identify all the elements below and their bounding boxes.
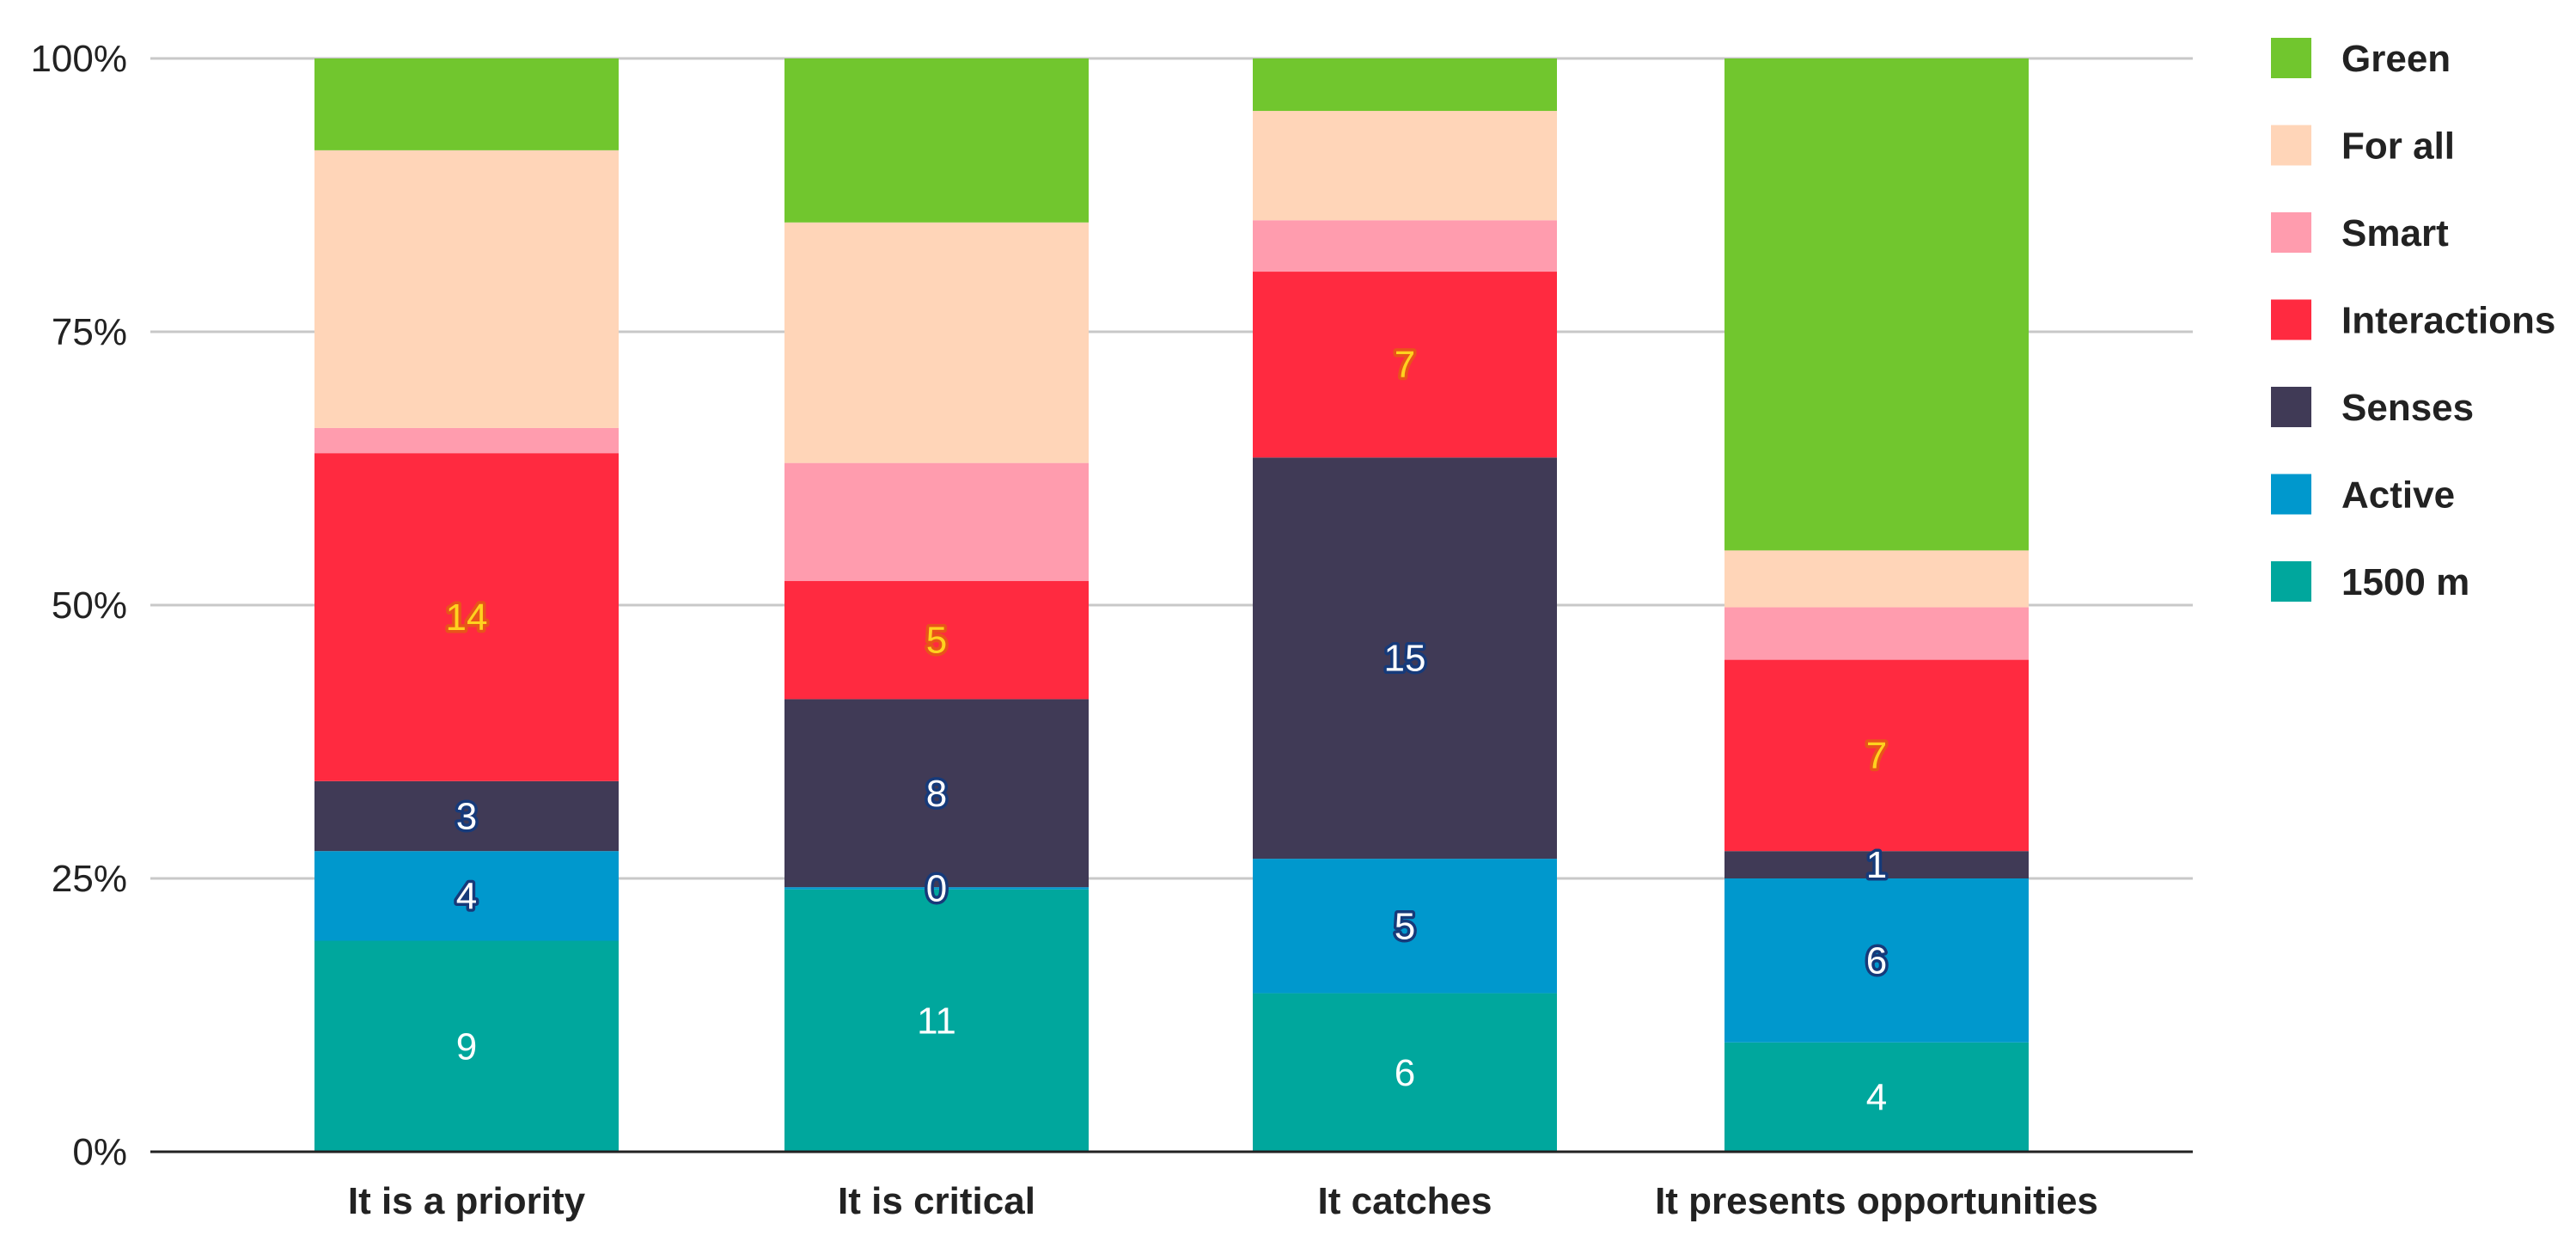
bar-segment-1500-m-it-is-a-priority xyxy=(314,940,619,1152)
legend-label-senses: Senses xyxy=(2341,387,2474,429)
data-label-1500-m-it-is-a-priority: 9 xyxy=(456,1025,477,1068)
y-tick-label: 25% xyxy=(52,858,127,900)
legend-swatch-for-all xyxy=(2271,125,2311,166)
data-label-interactions-it-is-a-priority: 14 xyxy=(446,597,488,639)
x-tick-label-it-is-critical: It is critical xyxy=(838,1180,1035,1222)
data-label-interactions-it-catches: 7 xyxy=(1395,344,1415,386)
legend-label-active: Active xyxy=(2341,474,2455,517)
data-label-senses-it-is-a-priority: 3 xyxy=(456,795,477,837)
x-axis-ticks: It is a priority It is critical It catches… xyxy=(348,1180,2098,1222)
legend-item-interactions: Interactions xyxy=(2271,299,2555,342)
bar-segment-1500-m-it-presents-opportunities xyxy=(1724,1042,2029,1152)
bar-segment-smart-it-is-critical xyxy=(784,462,1089,582)
bar-segment-interactions-it-is-a-priority xyxy=(314,453,619,781)
data-label-senses-it-is-critical: 8 xyxy=(926,773,947,815)
legend-swatch-1500-m xyxy=(2271,561,2311,602)
bar-segment-senses-it-presents-opportunities xyxy=(1724,851,2029,878)
bar-segment-senses-it-is-critical xyxy=(784,699,1089,888)
legend-item-active: Active xyxy=(2271,474,2455,517)
y-tick-label: 50% xyxy=(52,584,127,627)
data-labels: 9 4 3 14 11 0 8 5 6 5 15 7 4 6 1 7 xyxy=(443,341,1890,1119)
legend-swatch-smart xyxy=(2271,212,2311,253)
x-tick-label-it-catches: It catches xyxy=(1318,1180,1492,1222)
data-label-active-it-catches: 5 xyxy=(1395,905,1415,947)
data-label-senses-it-presents-opportunities: 1 xyxy=(1866,844,1887,886)
data-label-active-it-is-critical: 0 xyxy=(926,867,947,909)
bar-segment-green-it-presents-opportunities xyxy=(1724,58,2029,551)
y-tick-label: 75% xyxy=(52,311,127,353)
bar-segment-green-it-catches xyxy=(1253,58,1557,112)
legend-swatch-green xyxy=(2271,38,2311,78)
bar-segment-active-it-is-critical xyxy=(784,887,1089,890)
legend-item-1500-m: 1500 m xyxy=(2271,561,2469,603)
bar-segment-1500-m-it-catches xyxy=(1253,993,1557,1152)
data-label-active-it-is-a-priority: 4 xyxy=(456,875,477,917)
bar-segment-interactions-it-is-critical xyxy=(784,581,1089,700)
legend-label-interactions: Interactions xyxy=(2341,300,2555,342)
data-label-interactions-it-is-critical: 5 xyxy=(926,620,947,662)
legend-item-senses: Senses xyxy=(2271,387,2474,429)
y-axis-ticks: 0% 25% 50% 75% 100% xyxy=(30,38,127,1173)
data-label-1500-m-it-presents-opportunities: 4 xyxy=(1866,1076,1887,1118)
legend-swatch-active xyxy=(2271,474,2311,515)
x-tick-label-it-presents-opportunities: It presents opportunities xyxy=(1655,1180,2098,1222)
bar-segment-for-all-it-catches xyxy=(1253,111,1557,221)
bar-segment-smart-it-catches xyxy=(1253,220,1557,272)
x-tick-label-it-is-a-priority: It is a priority xyxy=(348,1180,586,1222)
bar-segment-for-all-it-presents-opportunities xyxy=(1724,550,2029,608)
data-label-interactions-it-presents-opportunities: 7 xyxy=(1866,735,1887,777)
data-label-senses-it-catches: 15 xyxy=(1384,638,1426,680)
bar-segment-for-all-it-is-critical xyxy=(784,222,1089,463)
bar-segment-interactions-it-presents-opportunities xyxy=(1724,659,2029,852)
bar-segment-smart-it-is-a-priority xyxy=(314,427,619,454)
bar-segment-active-it-presents-opportunities xyxy=(1724,878,2029,1043)
legend-label-1500-m: 1500 m xyxy=(2341,561,2469,603)
data-label-1500-m-it-is-critical: 11 xyxy=(917,1000,956,1042)
bar-segment-green-it-is-a-priority xyxy=(314,58,619,150)
legend-swatch-senses xyxy=(2271,387,2311,427)
y-tick-label: 0% xyxy=(72,1131,127,1173)
y-tick-label: 100% xyxy=(30,38,127,80)
bar-segment-1500-m-it-is-critical xyxy=(784,889,1089,1152)
bar-segment-active-it-catches xyxy=(1253,859,1557,994)
bar-segment-senses-it-catches xyxy=(1253,457,1557,860)
legend: Green For all Smart Interactions Senses Activ… xyxy=(2271,38,2555,603)
legend-label-for-all: For all xyxy=(2341,125,2455,168)
bar-segment-smart-it-presents-opportunities xyxy=(1724,607,2029,660)
legend-item-green: Green xyxy=(2271,38,2451,80)
legend-item-smart: Smart xyxy=(2271,212,2449,254)
bars xyxy=(314,58,2029,1152)
bar-segment-senses-it-is-a-priority xyxy=(314,780,619,852)
legend-swatch-interactions xyxy=(2271,299,2311,340)
bar-segment-green-it-is-critical xyxy=(784,58,1089,223)
bar-segment-for-all-it-is-a-priority xyxy=(314,150,619,428)
data-label-1500-m-it-catches: 6 xyxy=(1395,1052,1415,1094)
legend-label-smart: Smart xyxy=(2341,212,2449,254)
bar-segment-interactions-it-catches xyxy=(1253,272,1557,458)
bar-segment-active-it-is-a-priority xyxy=(314,851,619,941)
data-label-active-it-presents-opportunities: 6 xyxy=(1866,939,1887,982)
legend-item-for-all: For all xyxy=(2271,125,2455,168)
legend-label-green: Green xyxy=(2341,38,2451,80)
